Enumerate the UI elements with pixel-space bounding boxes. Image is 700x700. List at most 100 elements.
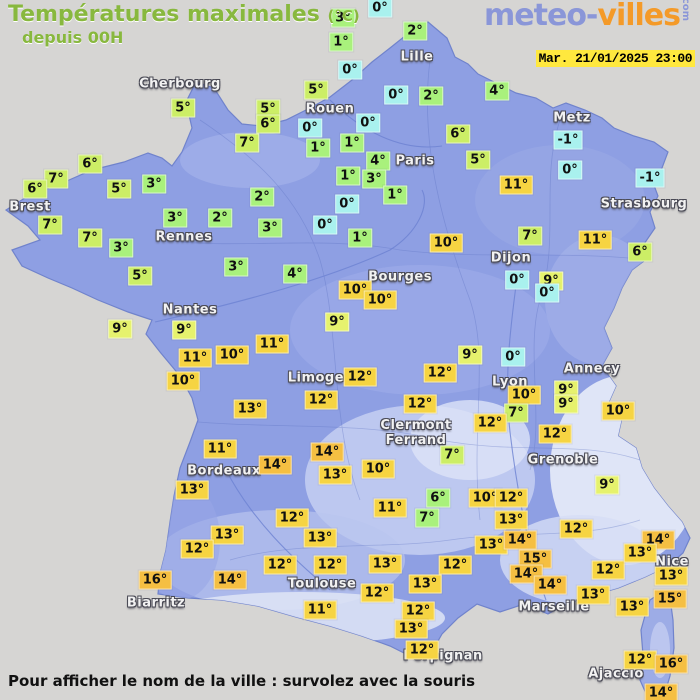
temperature-label: 7°: [235, 133, 259, 153]
temperature-label: 13°: [576, 585, 610, 605]
footer-hint: Pour afficher le nom de la ville : survo…: [8, 672, 476, 690]
temperature-label: 12°: [275, 508, 309, 528]
temperature-label: 12°: [623, 650, 657, 670]
temperature-label: 2°: [208, 208, 232, 228]
city-label: Rennes: [155, 229, 213, 245]
temperature-label: -1°: [553, 130, 583, 150]
city-label: Biarritz: [126, 595, 186, 611]
temperature-label: 1°: [336, 166, 360, 186]
city-label: Lille: [400, 49, 434, 65]
temperature-label: 10°: [601, 401, 635, 421]
temperature-label: 0°: [356, 113, 380, 133]
temperature-label: 2°: [250, 187, 274, 207]
city-label: Bordeaux: [187, 463, 261, 479]
temperature-label: 1°: [340, 133, 364, 153]
city-label: Brest: [9, 199, 51, 215]
temperature-label: 11°: [303, 600, 337, 620]
temperature-label: 13°: [654, 566, 688, 586]
temperature-label: 12°: [559, 519, 593, 539]
temperature-label: 12°: [405, 640, 439, 660]
page-title: Températures maximales (°C): [8, 2, 360, 27]
temperature-label: 3°: [224, 257, 248, 277]
temperature-label: 7°: [44, 169, 68, 189]
temperature-label: 5°: [107, 179, 131, 199]
temperature-label: 10°: [166, 371, 200, 391]
temperature-label: 9°: [458, 345, 482, 365]
temperature-label: 6°: [23, 179, 47, 199]
temperature-label: 0°: [338, 60, 362, 80]
temperature-label: 3°: [163, 208, 187, 228]
temperature-label: 14°: [213, 570, 247, 590]
temperature-label: 13°: [394, 619, 428, 639]
temperature-label: 4°: [366, 151, 390, 171]
temperature-label: 13°: [623, 543, 657, 563]
temperature-label: 12°: [403, 394, 437, 414]
temperature-label: 0°: [335, 194, 359, 214]
temperature-label: 0°: [558, 160, 582, 180]
temperature-label: 3°: [362, 169, 386, 189]
temperature-label: 12°: [313, 555, 347, 575]
temperature-label: 10°: [468, 488, 502, 508]
temperature-label: 7°: [38, 215, 62, 235]
temperature-label: -1°: [635, 168, 665, 188]
temperature-label: 14°: [533, 575, 567, 595]
city-label: Annecy: [563, 361, 621, 377]
city-label: Limoges: [287, 370, 353, 386]
temperature-label: 9°: [554, 394, 578, 414]
temperature-label: 7°: [78, 228, 102, 248]
city-label: Metz: [553, 110, 591, 126]
city-label: Toulouse: [287, 576, 357, 592]
temperature-label: 13°: [303, 528, 337, 548]
temperature-label: 16°: [138, 570, 172, 590]
temperature-label: 6°: [426, 488, 450, 508]
meteo-villes-logo[interactable]: meteo-villes.com: [484, 0, 691, 32]
page-subtitle: depuis 00H: [22, 28, 124, 47]
title-text: Températures maximales: [8, 2, 320, 27]
city-label: Cherbourg: [139, 76, 221, 92]
temperature-label: 0°: [501, 347, 525, 367]
temperature-label: 5°: [256, 99, 280, 119]
city-label: Rouen: [305, 101, 355, 117]
temperature-label: 12°: [304, 390, 338, 410]
temperature-label: 3°: [109, 238, 133, 258]
temperature-label: 0°: [384, 85, 408, 105]
temperature-label: 11°: [578, 230, 612, 250]
temperature-label: 4°: [283, 264, 307, 284]
temperature-label: 0°: [505, 270, 529, 290]
temperature-label: 12°: [473, 413, 507, 433]
title-unit: (°C): [327, 7, 360, 25]
temperature-label: 7°: [504, 403, 528, 423]
temperature-label: 9°: [595, 475, 619, 495]
temperature-label: 10°: [429, 233, 463, 253]
temperature-label: 14°: [644, 683, 678, 700]
temperature-label: 13°: [494, 510, 528, 530]
temperature-label: 2°: [403, 21, 427, 41]
temperature-label: 13°: [368, 554, 402, 574]
city-label: Grenoble: [527, 452, 599, 468]
temperature-label: 9°: [325, 312, 349, 332]
temperature-label: 11°: [255, 334, 289, 354]
temperature-label: 12°: [180, 539, 214, 559]
temperature-label: 13°: [408, 574, 442, 594]
temperature-label: 11°: [203, 439, 237, 459]
temperature-label: 11°: [373, 498, 407, 518]
temperature-label: 14°: [258, 455, 292, 475]
temperature-label: 12°: [263, 555, 297, 575]
temperature-label: 15°: [518, 549, 552, 569]
temperature-label: 12°: [494, 488, 528, 508]
temperature-label: 12°: [591, 560, 625, 580]
temperature-label: 14°: [310, 442, 344, 462]
temperature-label: 1°: [383, 185, 407, 205]
temperature-label: 10°: [361, 459, 395, 479]
temperature-label: 12°: [538, 424, 572, 444]
temperature-label: 5°: [466, 150, 490, 170]
city-label: Paris: [395, 153, 435, 169]
temperature-label: 9°: [108, 319, 132, 339]
temperature-label: 0°: [535, 283, 559, 303]
temperature-label: 10°: [507, 385, 541, 405]
city-label: Bourges: [368, 269, 432, 285]
temperature-label: 0°: [368, 0, 392, 18]
temperature-label: 15°: [653, 589, 687, 609]
temperature-label: 6°: [628, 242, 652, 262]
